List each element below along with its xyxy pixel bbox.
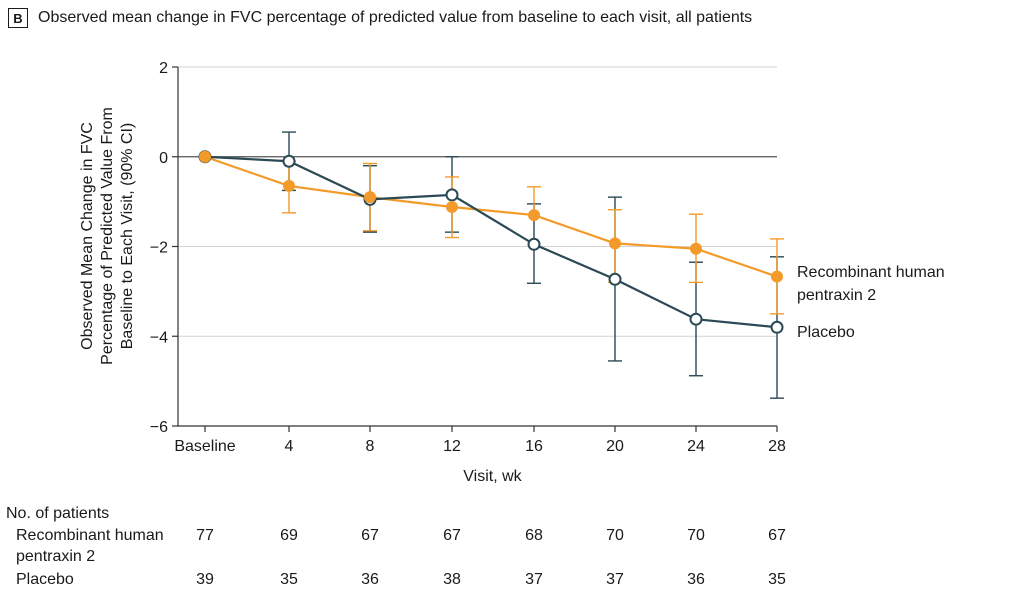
patients-count-row1-col5: 37 bbox=[606, 571, 624, 588]
series-1-point-4 bbox=[527, 237, 541, 251]
row-label-rhpentraxin-line1: Recombinant human bbox=[16, 527, 164, 544]
y-axis-label-line-3: Baseline to Each Visit, (90% CI) bbox=[119, 123, 136, 349]
patients-count-row1-col4: 37 bbox=[525, 571, 543, 588]
series-label-placebo: Placebo bbox=[797, 324, 855, 341]
series-0-point-4 bbox=[528, 209, 540, 222]
x-tick-label-4: 16 bbox=[525, 438, 543, 455]
patients-count-row0-col3: 67 bbox=[443, 527, 461, 544]
y-axis-label-line-1: Observed Mean Change in FVC bbox=[79, 122, 96, 350]
series-0-point-5 bbox=[609, 237, 621, 250]
x-axis-label: Visit, wk bbox=[463, 468, 522, 485]
series-1-point-7 bbox=[770, 320, 784, 334]
row-label-rhpentraxin-line2: pentraxin 2 bbox=[16, 548, 96, 565]
patients-count-row1-col6: 36 bbox=[687, 571, 705, 588]
figure-header: B Observed mean change in FVC percentage… bbox=[8, 6, 752, 30]
patients-count-row1-col3: 38 bbox=[443, 571, 461, 588]
series-label-rhpentraxin-line2: pentraxin 2 bbox=[797, 287, 876, 304]
patients-count-row1-col1: 35 bbox=[280, 571, 298, 588]
patients-count-row0-col6: 70 bbox=[687, 527, 705, 544]
y-tick-label-3: −4 bbox=[150, 329, 168, 346]
y-axis-label-line-2: Percentage of Predicted Value From bbox=[99, 107, 116, 365]
y-tick-label-4: −6 bbox=[150, 419, 168, 436]
patients-count-row1-col2: 36 bbox=[361, 571, 379, 588]
series-0-line bbox=[204, 155, 778, 278]
series-1-point-3 bbox=[445, 188, 459, 202]
patients-table-heading: No. of patients bbox=[6, 505, 110, 522]
chart-title: Observed mean change in FVC percentage o… bbox=[38, 9, 753, 26]
series-1-point-6 bbox=[689, 312, 703, 326]
x-tick-label-0: Baseline bbox=[174, 438, 235, 455]
y-tick-label-0: 2 bbox=[159, 60, 168, 77]
series-0-point-6 bbox=[690, 242, 702, 255]
x-tick-label-3: 12 bbox=[443, 438, 461, 455]
row-label-placebo: Placebo bbox=[16, 571, 74, 588]
patients-count-row0-col7: 67 bbox=[768, 527, 786, 544]
patients-count-row1-col7: 35 bbox=[768, 571, 786, 588]
series-0-point-2 bbox=[364, 191, 376, 204]
patients-count-row0-col4: 68 bbox=[525, 527, 543, 544]
patients-count-row0-col0: 77 bbox=[196, 527, 214, 544]
series-1-line bbox=[204, 155, 778, 329]
series-label-rhpentraxin-line1: Recombinant human bbox=[797, 264, 945, 281]
x-tick-label-6: 24 bbox=[687, 438, 705, 455]
patients-count-row1-col0: 39 bbox=[196, 571, 214, 588]
x-tick-label-2: 8 bbox=[366, 438, 375, 455]
y-tick-label-2: −2 bbox=[150, 240, 168, 257]
series-0-point-7 bbox=[771, 270, 783, 283]
series-0-point-0 bbox=[199, 150, 211, 163]
patients-count-row0-col2: 67 bbox=[361, 527, 379, 544]
series-1-point-5 bbox=[608, 272, 622, 286]
x-tick-label-1: 4 bbox=[285, 438, 294, 455]
y-tick-label-1: 0 bbox=[159, 150, 168, 167]
series-1-point-1 bbox=[282, 154, 296, 168]
series-0-point-1 bbox=[283, 179, 295, 192]
series-0-point-3 bbox=[446, 201, 458, 214]
patients-count-row0-col1: 69 bbox=[280, 527, 298, 544]
x-tick-label-5: 20 bbox=[606, 438, 624, 455]
panel-label: B bbox=[8, 8, 28, 28]
x-tick-label-7: 28 bbox=[768, 438, 786, 455]
patients-count-row0-col5: 70 bbox=[606, 527, 624, 544]
